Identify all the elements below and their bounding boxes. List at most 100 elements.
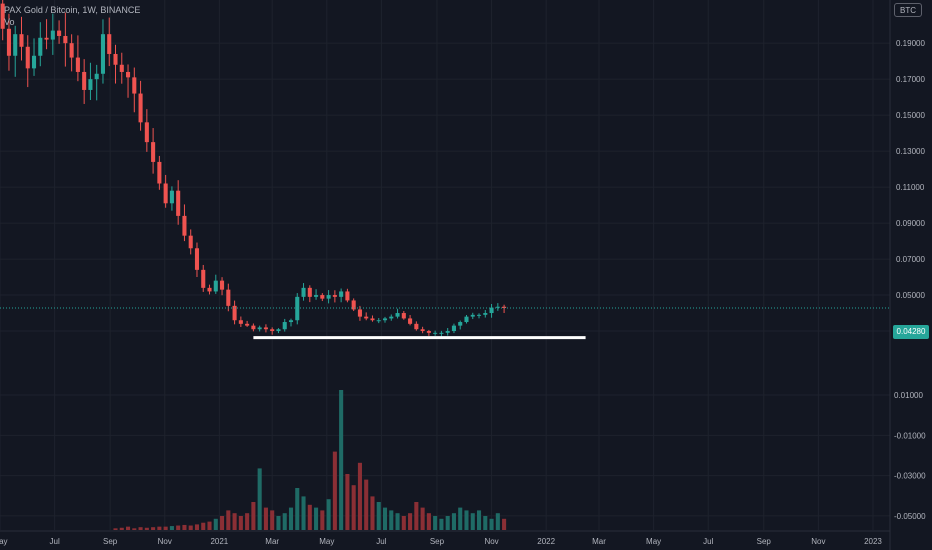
volume-bar bbox=[151, 527, 156, 530]
candle-body bbox=[188, 235, 193, 249]
candle-body bbox=[238, 320, 243, 324]
volume-bar bbox=[445, 516, 450, 530]
volume-bar bbox=[220, 516, 225, 530]
volume-bar bbox=[276, 516, 281, 530]
candle-body bbox=[69, 43, 74, 58]
candle-body bbox=[458, 322, 463, 326]
time-tick-label: Nov bbox=[158, 537, 172, 546]
candle-body bbox=[401, 313, 406, 319]
volume-bar bbox=[201, 522, 206, 530]
volume-bar bbox=[502, 518, 507, 530]
candle-body bbox=[6, 28, 11, 56]
candle-body bbox=[301, 287, 306, 297]
lower-tick-label: -0.01000 bbox=[894, 431, 926, 440]
symbol-title[interactable]: PAX Gold / Bitcoin, 1W, BINANCE bbox=[4, 5, 141, 15]
candle-body bbox=[207, 287, 212, 292]
volume-legend-label[interactable]: Vo bbox=[4, 17, 15, 27]
candle-body bbox=[126, 71, 131, 78]
volume-bar bbox=[489, 518, 494, 530]
candle-body bbox=[439, 332, 444, 334]
lower-tick-label: 0.01000 bbox=[894, 391, 923, 400]
volume-bar bbox=[257, 468, 262, 530]
candle-body bbox=[138, 93, 143, 123]
volume-bar bbox=[320, 510, 325, 530]
candle-body bbox=[201, 269, 206, 288]
price-tick-label: 0.15000 bbox=[896, 111, 925, 120]
volume-bar bbox=[389, 510, 394, 530]
volume-bar bbox=[458, 507, 463, 530]
volume-bar bbox=[213, 518, 218, 530]
time-tick-label: May bbox=[0, 537, 8, 546]
volume-bar bbox=[395, 513, 400, 530]
volume-bar bbox=[157, 526, 162, 530]
currency-badge[interactable]: BTC bbox=[894, 3, 922, 17]
last-price-label: 0.04280 bbox=[893, 325, 929, 339]
candle-body bbox=[82, 71, 87, 90]
volume-bar bbox=[483, 516, 488, 530]
candle-body bbox=[433, 332, 438, 334]
volume-bar bbox=[245, 513, 250, 530]
candle-body bbox=[57, 30, 62, 36]
time-tick-label: Jul bbox=[376, 537, 386, 546]
candle-body bbox=[502, 306, 507, 308]
volume-bar bbox=[282, 513, 287, 530]
volume-bar bbox=[132, 528, 137, 530]
time-tick-label: Mar bbox=[592, 537, 606, 546]
chart-header: PAX Gold / Bitcoin, 1W, BINANCE bbox=[4, 4, 140, 16]
candle-body bbox=[332, 295, 337, 297]
volume-bar bbox=[251, 502, 256, 530]
candle-body bbox=[25, 46, 30, 69]
time-tick-label: Sep bbox=[103, 537, 118, 546]
candle-body bbox=[107, 34, 112, 54]
volume-bar bbox=[433, 516, 438, 530]
candle-body bbox=[44, 37, 49, 40]
candle-body bbox=[320, 295, 325, 299]
price-tick-label: 0.13000 bbox=[896, 147, 925, 156]
volume-bar bbox=[314, 507, 319, 530]
volume-bar bbox=[226, 510, 231, 530]
candle-body bbox=[245, 323, 250, 326]
candle-body bbox=[476, 314, 482, 316]
volume-bar bbox=[414, 502, 419, 530]
volume-bar bbox=[288, 507, 294, 530]
volume-bar bbox=[426, 513, 431, 530]
volume-bar bbox=[364, 479, 369, 530]
candle-body bbox=[276, 329, 281, 332]
volume-bar bbox=[207, 521, 212, 530]
volume-bar bbox=[470, 513, 475, 530]
candle-body bbox=[220, 280, 225, 290]
volume-bar bbox=[182, 524, 187, 530]
candle-body bbox=[426, 331, 431, 333]
volume-bar bbox=[345, 474, 350, 530]
candle-body bbox=[169, 190, 174, 204]
price-tick-label: 0.19000 bbox=[896, 39, 925, 48]
candle-body bbox=[307, 287, 312, 297]
time-tick-label: Mar bbox=[265, 537, 279, 546]
candle-body bbox=[451, 325, 456, 332]
volume-bar bbox=[351, 485, 356, 530]
candle-body bbox=[100, 34, 106, 74]
candle-body bbox=[157, 161, 162, 184]
candle-body bbox=[382, 318, 388, 321]
volume-bar bbox=[169, 526, 174, 530]
volume-bar bbox=[451, 513, 456, 530]
candle-body bbox=[194, 248, 200, 270]
candle-body bbox=[414, 323, 419, 330]
volume-bar bbox=[495, 513, 500, 530]
time-tick-label: Jul bbox=[50, 537, 60, 546]
volume-bar bbox=[301, 496, 306, 530]
time-tick-label: Nov bbox=[811, 537, 825, 546]
candle-body bbox=[357, 309, 362, 317]
price-tick-label: 0.07000 bbox=[896, 255, 925, 264]
volume-bar bbox=[163, 526, 168, 530]
candle-body bbox=[420, 329, 425, 332]
volume-bar bbox=[376, 502, 381, 530]
candle-body bbox=[144, 122, 149, 143]
candle-body bbox=[445, 331, 450, 333]
time-tick-label: Sep bbox=[757, 537, 772, 546]
candle-body bbox=[339, 291, 344, 297]
candle-body bbox=[94, 73, 99, 80]
time-tick-label: 2022 bbox=[537, 537, 555, 546]
